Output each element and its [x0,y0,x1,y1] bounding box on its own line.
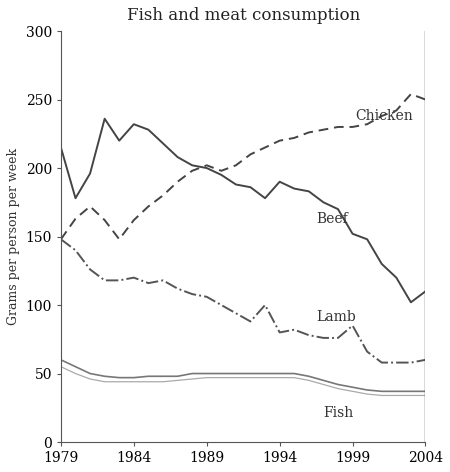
Text: Beef: Beef [316,212,348,226]
Title: Fish and meat consumption: Fish and meat consumption [126,7,360,24]
Text: Fish: Fish [324,406,354,421]
Y-axis label: Grams per person per week: Grams per person per week [7,148,20,325]
Text: Chicken: Chicken [356,109,413,123]
Text: Lamb: Lamb [316,311,356,324]
